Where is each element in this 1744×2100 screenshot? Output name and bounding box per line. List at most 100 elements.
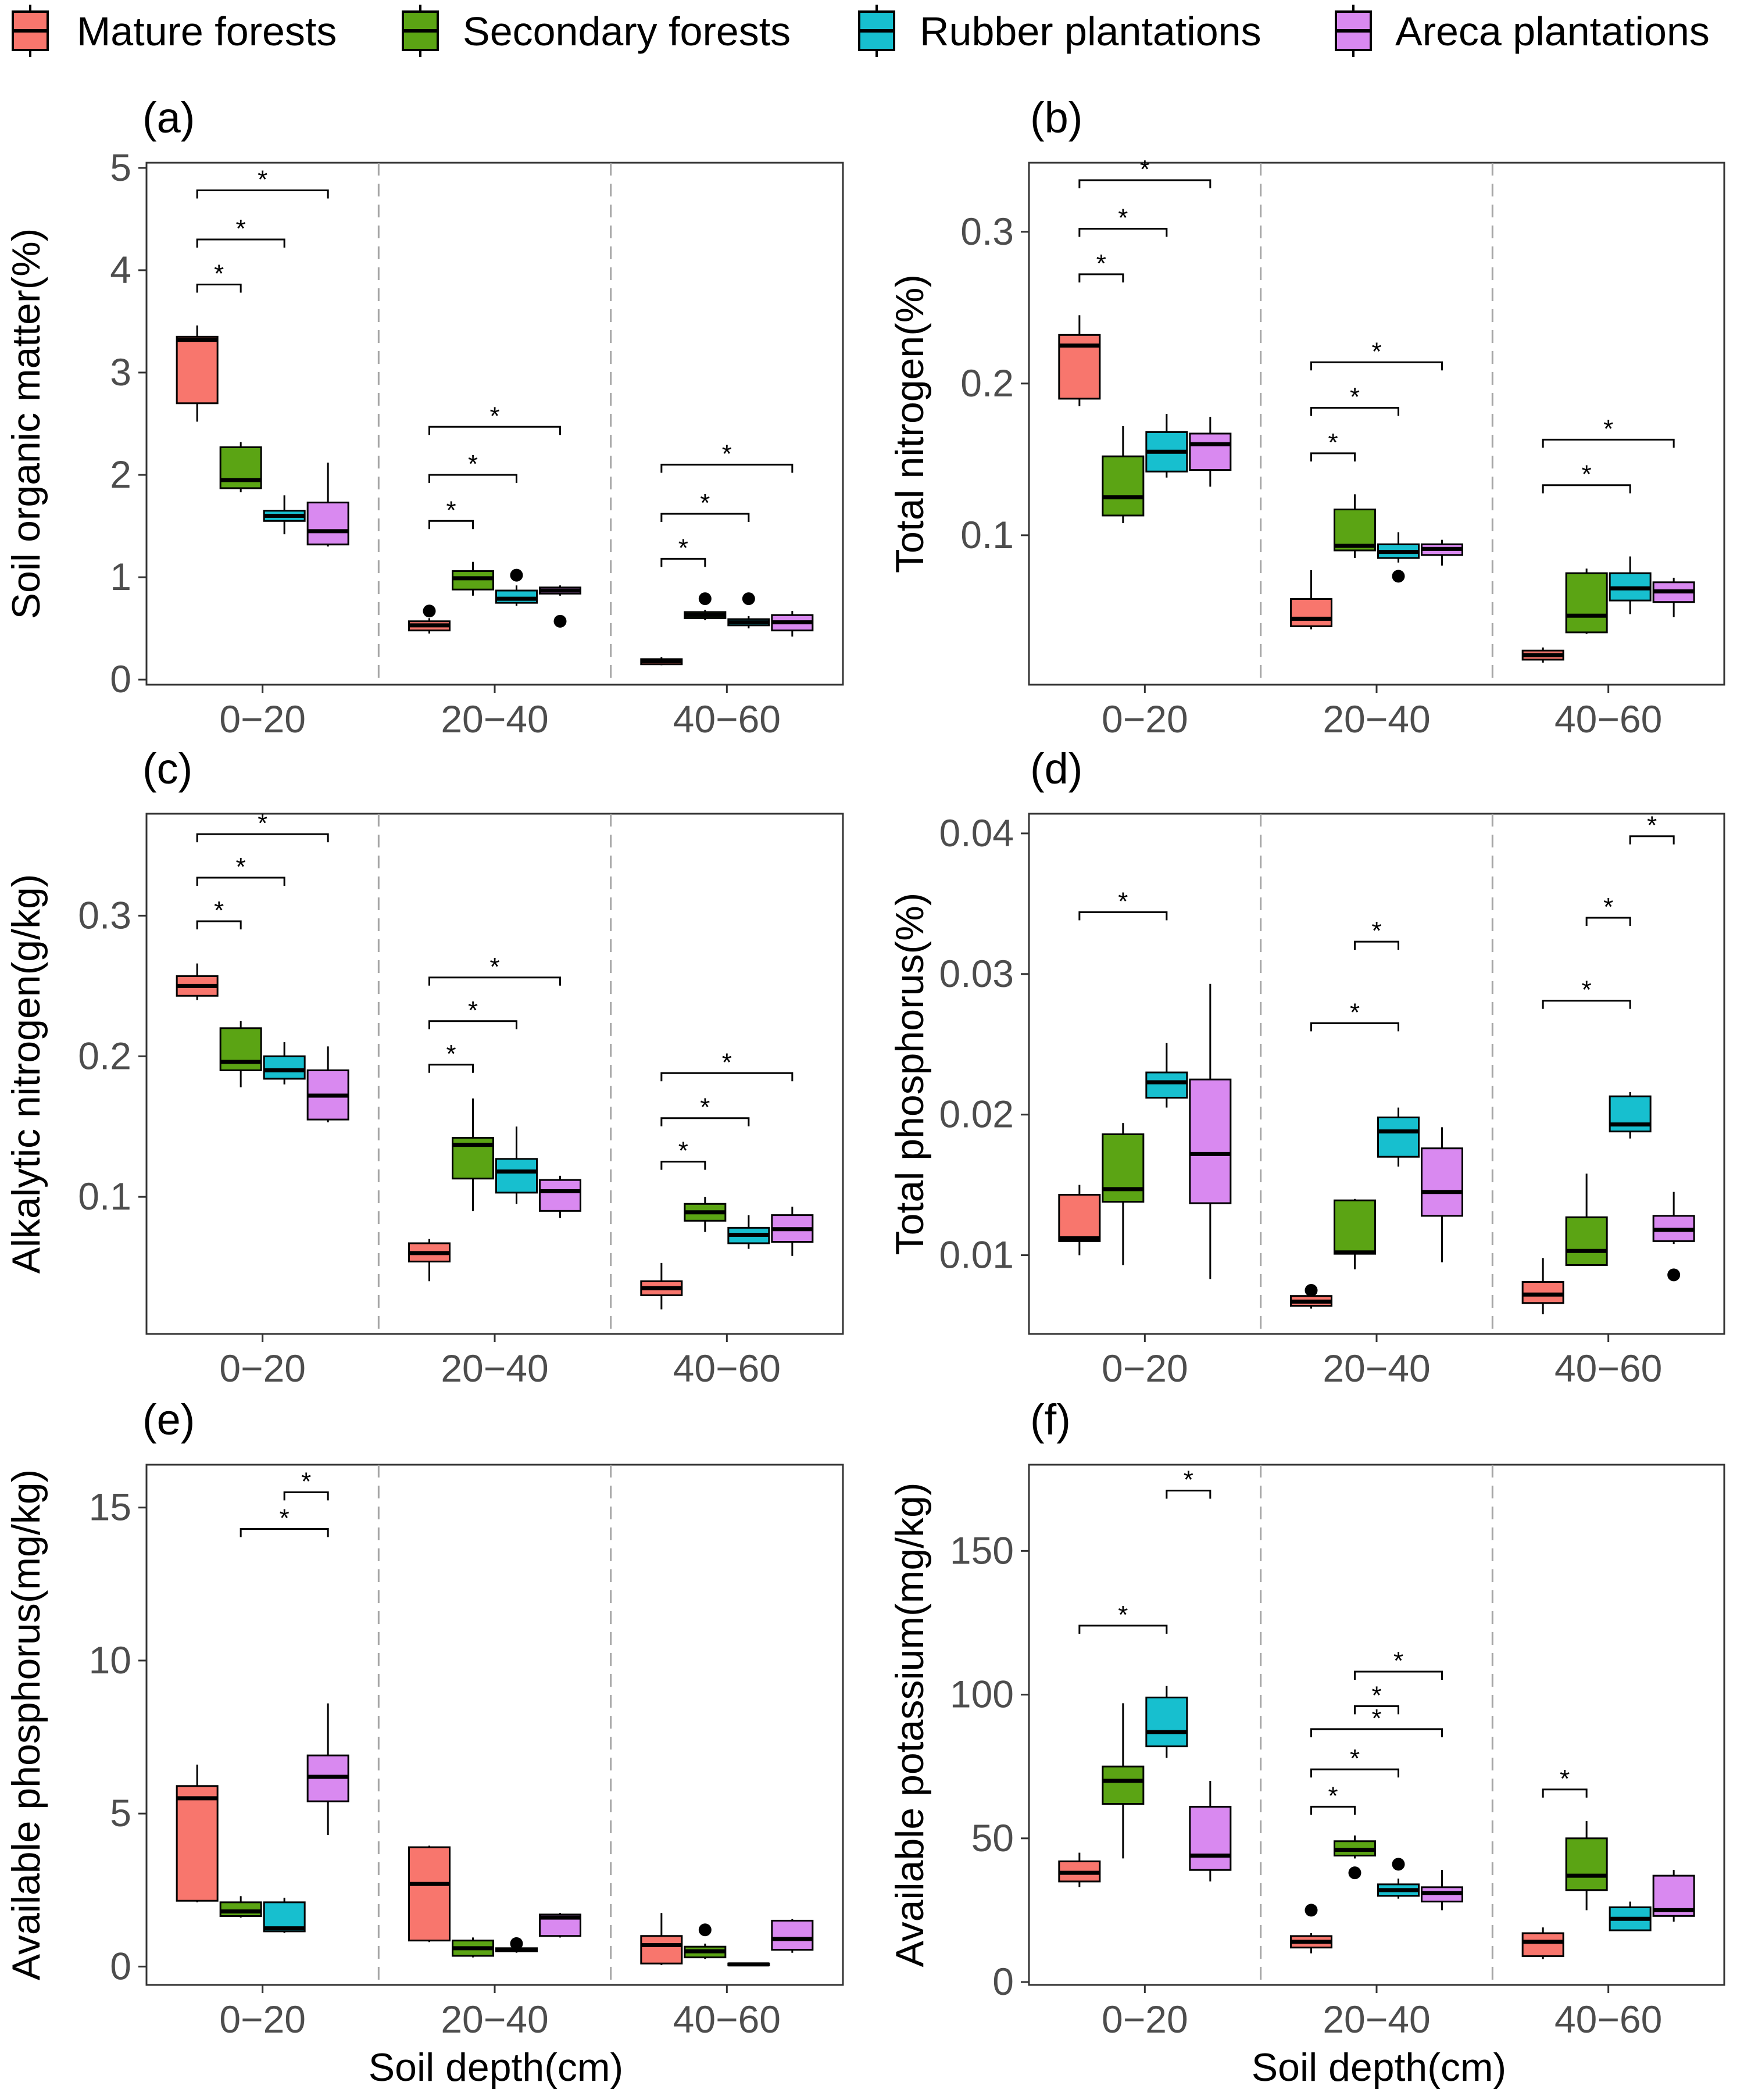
significance-star: * — [1371, 337, 1381, 366]
significance-star: * — [1350, 383, 1360, 412]
significance-star: * — [722, 439, 732, 468]
significance-bracket: * — [1166, 1466, 1211, 1499]
box-areca-plantations — [1421, 539, 1463, 566]
x-tick-label: 0−20 — [1102, 1347, 1188, 1390]
significance-star: * — [214, 260, 224, 288]
box-iqr — [495, 589, 538, 604]
legend: Mature forests Secondary forests Rubber … — [12, 5, 1710, 57]
significance-star: * — [468, 450, 478, 478]
y-tick-label: 0.3 — [78, 893, 131, 936]
legend-label: Secondary forests — [463, 9, 791, 54]
bracket-line — [428, 474, 517, 484]
box-areca-plantations — [1189, 1780, 1232, 1881]
box-areca-plantations — [1652, 1870, 1695, 1922]
y-axis-title: Total phosphorus(%) — [888, 893, 932, 1255]
box-areca-plantations — [1652, 577, 1695, 617]
panel-label: (e) — [142, 1396, 195, 1444]
x-axis-title-left: Soil depth(cm) — [369, 2045, 623, 2090]
significance-bracket: * — [1354, 917, 1399, 950]
y-tick-label: 0.1 — [960, 513, 1014, 556]
box-rubber-plantations — [495, 1937, 538, 1953]
y-tick-label: 0.3 — [960, 210, 1014, 253]
box-iqr — [539, 1179, 581, 1212]
box-iqr — [452, 570, 494, 591]
box-mature-forests — [176, 325, 219, 422]
significance-bracket: * — [1354, 1681, 1399, 1715]
bracket-line — [1354, 940, 1399, 950]
significance-star: * — [1582, 460, 1592, 489]
x-tick-label: 40−60 — [673, 1347, 781, 1390]
significance-bracket: * — [1585, 893, 1631, 926]
significance-star: * — [1560, 1765, 1570, 1793]
bracket-line — [1585, 917, 1631, 926]
box-secondary-forests — [1102, 1123, 1145, 1265]
box-areca-plantations — [771, 1919, 814, 1953]
significance-bracket: * — [1542, 460, 1631, 493]
significance-bracket: * — [660, 1048, 794, 1082]
significance-bracket: * — [1310, 998, 1399, 1032]
box-mature-forests — [1290, 1284, 1332, 1309]
legend-label: Mature forests — [77, 9, 337, 54]
bracket-line — [428, 976, 561, 986]
bracket-line — [660, 513, 750, 522]
outlier-point — [510, 568, 523, 582]
x-tick-label: 0−20 — [1102, 1998, 1188, 2041]
bracket-line — [428, 1064, 474, 1073]
box-secondary-forests — [219, 1021, 262, 1087]
box-rubber-plantations — [263, 1042, 306, 1085]
y-tick-label: 2 — [110, 453, 131, 496]
x-tick-label: 20−40 — [441, 1998, 548, 2041]
box-rubber-plantations — [1609, 1092, 1652, 1139]
legend-item-mature-forests: Mature forests — [12, 5, 337, 57]
outlier-point — [742, 592, 755, 606]
y-tick-label: 0.2 — [78, 1034, 131, 1077]
bracket-line — [660, 1072, 794, 1082]
significance-bracket: * — [240, 1504, 329, 1537]
bracket-line — [428, 1020, 517, 1029]
chart-panels: 0 1 2 3 4 5 0−20 20−40 40−60 Soil organic matter(… — [4, 94, 1725, 2041]
box-rubber-plantations — [727, 1215, 770, 1249]
box-iqr — [1058, 1194, 1101, 1242]
y-axis-title: Alkalytic nitrogen(g/kg) — [4, 874, 48, 1274]
legend-label: Areca plantations — [1395, 9, 1710, 54]
bracket-line — [660, 1117, 750, 1126]
box-secondary-forests — [1565, 1821, 1608, 1911]
box-iqr — [1102, 1133, 1145, 1203]
y-axis-title: Available potassium(mg/kg) — [888, 1483, 932, 1967]
y-tick-label: 10 — [89, 1638, 131, 1682]
significance-bracket: * — [428, 450, 517, 484]
box-mature-forests — [408, 1845, 451, 1942]
box-secondary-forests — [1334, 1199, 1376, 1269]
significance-bracket: * — [1354, 1647, 1443, 1680]
significance-bracket: * — [1310, 428, 1356, 462]
outlier-point — [1392, 1858, 1405, 1871]
box-areca-plantations — [306, 462, 349, 547]
box-mature-forests — [640, 657, 683, 666]
box-iqr — [1421, 1147, 1463, 1217]
box-areca-plantations — [539, 585, 581, 628]
box-mature-forests — [1058, 1852, 1101, 1887]
box-rubber-plantations — [727, 1962, 770, 1967]
box-areca-plantations — [306, 1703, 349, 1836]
box-secondary-forests — [1334, 494, 1376, 559]
significance-star: * — [1184, 1466, 1193, 1494]
bracket-line — [196, 238, 285, 248]
box-iqr — [219, 1027, 262, 1071]
significance-bracket: * — [1078, 887, 1168, 921]
bracket-line — [240, 1528, 329, 1537]
bracket-line — [1078, 228, 1168, 237]
panel-label: (b) — [1030, 94, 1082, 142]
x-axis-title-right: Soil depth(cm) — [1252, 2045, 1506, 2090]
significance-star: * — [1603, 893, 1613, 921]
box-iqr — [640, 1935, 683, 1965]
panel-d: 0.01 0.02 0.03 0.04 0−20 20−40 40−60 Total phos… — [888, 745, 1725, 1390]
significance-star: * — [678, 534, 688, 562]
y-axis-title: Available phosphorus(mg/kg) — [4, 1469, 48, 1980]
significance-bracket: * — [1542, 1765, 1588, 1798]
box-iqr — [1334, 508, 1376, 552]
box-rubber-plantations — [1377, 1107, 1420, 1167]
panel-label: (f) — [1030, 1396, 1071, 1444]
bracket-line — [196, 189, 329, 199]
box-secondary-forests — [1565, 568, 1608, 634]
box-secondary-forests — [684, 592, 727, 621]
